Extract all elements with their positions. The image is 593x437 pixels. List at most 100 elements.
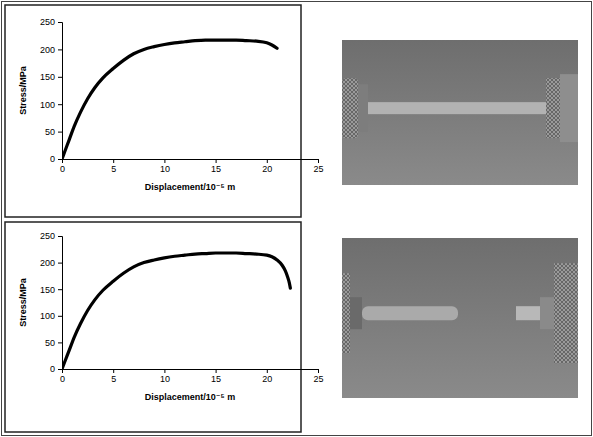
page: 0501001502002500510152025Displacement/10… bbox=[0, 0, 593, 437]
x-tick: 15 bbox=[211, 369, 221, 384]
x-tick: 5 bbox=[111, 159, 116, 174]
x-tick-mark bbox=[318, 369, 319, 373]
photo bbox=[342, 40, 578, 185]
outer-frame bbox=[2, 2, 592, 436]
x-tick-label: 10 bbox=[160, 164, 170, 174]
y-tick-label: 250 bbox=[40, 231, 55, 241]
x-axis: 0 5 10 15 20 25 bbox=[60, 159, 324, 174]
y-axis: 0 50 100 150 200 250 bbox=[40, 231, 63, 374]
chart-panel: 0 50 100 150 200 250 0 5 10 15 20 25 Displacement/10… bbox=[5, 222, 324, 432]
left-grip-collar bbox=[350, 297, 362, 329]
x-axis-title: Displacement/10⁻⁵ m bbox=[145, 392, 236, 402]
x-tick-mark bbox=[113, 369, 114, 373]
y-tick: 150 bbox=[40, 285, 62, 295]
y-tick-mark bbox=[58, 369, 62, 370]
y-tick: 250 bbox=[40, 231, 62, 241]
x-tick-mark bbox=[164, 369, 165, 373]
x-tick-label: 25 bbox=[313, 374, 323, 384]
photo bbox=[342, 238, 578, 398]
y-tick-label: 100 bbox=[40, 100, 55, 110]
x-tick: 25 bbox=[313, 369, 323, 384]
photo-background bbox=[342, 238, 578, 398]
y-tick-label: 250 bbox=[40, 17, 55, 27]
x-tick-mark bbox=[62, 159, 63, 163]
x-tick-label: 0 bbox=[60, 374, 65, 384]
specimen-right-piece bbox=[516, 306, 540, 320]
x-tick-mark bbox=[216, 159, 217, 163]
y-tick-label: 50 bbox=[45, 127, 55, 137]
y-tick-label: 150 bbox=[40, 285, 55, 295]
specimen-left-piece bbox=[362, 306, 458, 320]
x-tick: 20 bbox=[262, 369, 272, 384]
y-tick-mark bbox=[58, 132, 62, 133]
specimen-rod bbox=[368, 102, 546, 114]
x-axis-line bbox=[63, 370, 319, 374]
y-tick: 0 bbox=[50, 364, 62, 374]
x-tick: 20 bbox=[262, 159, 272, 174]
y-tick: 50 bbox=[45, 338, 62, 348]
plot-marks bbox=[62, 253, 290, 369]
y-tick-label: 100 bbox=[40, 311, 55, 321]
x-tick: 10 bbox=[160, 369, 170, 384]
x-tick-label: 20 bbox=[262, 374, 272, 384]
right-grip bbox=[554, 263, 578, 363]
y-tick: 150 bbox=[40, 72, 62, 82]
right-grip-plate bbox=[560, 74, 578, 142]
y-tick: 0 bbox=[50, 154, 62, 164]
x-tick-label: 15 bbox=[211, 374, 221, 384]
x-tick-label: 10 bbox=[160, 374, 170, 384]
y-axis-title: Stress/MPa bbox=[18, 65, 28, 115]
y-tick-label: 150 bbox=[40, 72, 55, 82]
y-tick-label: 200 bbox=[40, 45, 55, 55]
left-grip-collar bbox=[358, 84, 368, 132]
x-axis-line bbox=[63, 160, 319, 164]
y-tick-mark bbox=[58, 236, 62, 237]
x-tick-label: 0 bbox=[60, 164, 65, 174]
y-tick-mark bbox=[58, 49, 62, 50]
x-tick: 25 bbox=[313, 159, 323, 174]
y-axis-line bbox=[58, 237, 63, 370]
x-tick-label: 25 bbox=[313, 164, 323, 174]
y-axis-line bbox=[58, 23, 63, 160]
y-tick: 200 bbox=[40, 45, 62, 55]
x-tick-mark bbox=[318, 159, 319, 163]
x-tick: 0 bbox=[60, 159, 65, 174]
x-tick-mark bbox=[216, 369, 217, 373]
y-tick-mark bbox=[58, 263, 62, 264]
y-tick-mark bbox=[58, 104, 62, 105]
x-tick: 15 bbox=[211, 159, 221, 174]
x-tick-label: 5 bbox=[111, 164, 116, 174]
x-axis-title: Displacement/10⁻⁵ m bbox=[145, 182, 236, 192]
y-tick: 250 bbox=[40, 17, 62, 27]
y-tick: 200 bbox=[40, 258, 62, 268]
photo-background bbox=[342, 40, 578, 185]
chart-panel: 0 50 100 150 200 250 0 5 10 15 20 25 Displacement/10… bbox=[5, 5, 324, 217]
y-tick: 100 bbox=[40, 311, 62, 321]
x-tick-mark bbox=[267, 159, 268, 163]
y-axis-title: Stress/MPa bbox=[18, 277, 28, 327]
x-tick-label: 15 bbox=[211, 164, 221, 174]
right-grip bbox=[546, 78, 560, 138]
plot-marks bbox=[62, 40, 277, 159]
x-axis: 0 5 10 15 20 25 bbox=[60, 369, 324, 384]
y-tick: 50 bbox=[45, 127, 62, 137]
x-tick-mark bbox=[62, 369, 63, 373]
x-tick-label: 20 bbox=[262, 164, 272, 174]
y-tick-mark bbox=[58, 289, 62, 290]
y-tick-mark bbox=[58, 342, 62, 343]
y-tick-label: 200 bbox=[40, 258, 55, 268]
x-tick-mark bbox=[113, 159, 114, 163]
x-tick-mark bbox=[267, 369, 268, 373]
panel-frame bbox=[5, 222, 301, 432]
left-grip bbox=[342, 78, 358, 138]
stress-curve bbox=[62, 40, 277, 159]
y-tick-label: 0 bbox=[50, 364, 55, 374]
left-grip bbox=[342, 273, 350, 353]
x-tick-mark bbox=[164, 159, 165, 163]
stress-curve bbox=[62, 253, 290, 369]
right-grip-collar bbox=[540, 297, 554, 329]
x-tick-label: 5 bbox=[111, 374, 116, 384]
x-tick: 10 bbox=[160, 159, 170, 174]
panel-frame bbox=[5, 5, 301, 217]
y-tick-mark bbox=[58, 77, 62, 78]
